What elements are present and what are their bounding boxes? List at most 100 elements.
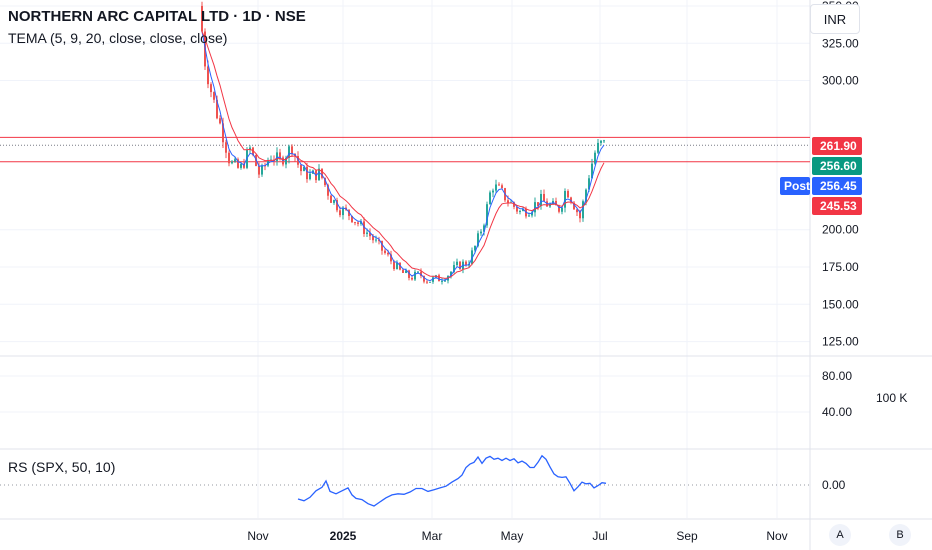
currency-button[interactable]: INR (810, 4, 860, 34)
price-tag-prefix: Post (784, 179, 810, 193)
candle-body (258, 165, 260, 175)
price-lines (0, 136, 810, 163)
candle-body (306, 166, 308, 180)
candle-body (219, 118, 221, 124)
candle-body (207, 66, 209, 85)
candle-body (234, 159, 236, 162)
price-tag-value: 256.60 (820, 159, 857, 173)
price-tag-bg (812, 197, 862, 215)
candle-body (411, 277, 413, 280)
candle-body (285, 157, 287, 165)
candle-body (441, 280, 443, 282)
candle-body (309, 173, 311, 180)
candle-body (327, 185, 329, 196)
time-tick-label: Mar (422, 529, 443, 543)
candle-body (582, 201, 584, 219)
candle-body (330, 195, 332, 203)
price-tag-value: 256.45 (820, 179, 857, 193)
candle-body (210, 84, 212, 93)
candle-body (564, 190, 566, 208)
candle-body (300, 164, 302, 172)
candle-body (489, 192, 491, 205)
price-tick-label: 125.00 (822, 335, 859, 349)
candle-body (480, 231, 482, 234)
candle-body (600, 140, 602, 143)
candle-body (216, 99, 218, 119)
candle-body (381, 240, 383, 251)
candle-body (528, 215, 530, 217)
candle-body (243, 164, 245, 168)
auto-scale-button[interactable]: A (829, 524, 851, 546)
candle-body (522, 208, 524, 211)
time-tick-label: May (501, 529, 524, 543)
candle-body (483, 225, 485, 232)
price-tags: 261.90 256.60 Post 256.45 245.53 (780, 137, 862, 215)
candle-body (576, 209, 578, 213)
candle-body (414, 271, 416, 280)
candles (201, 1, 605, 285)
candle-body (495, 184, 497, 191)
candle-body (252, 147, 254, 155)
price-tag-prefix-bg (780, 177, 810, 195)
tema-lines (201, 31, 605, 282)
candle-body (249, 147, 251, 150)
time-tick-label: 2025 (330, 529, 357, 543)
candle-body (498, 184, 500, 186)
volume-tick-label: 40.00 (822, 405, 852, 419)
price-tick-label: 325.00 (822, 36, 859, 50)
candle-body (375, 239, 377, 241)
candle-body (378, 239, 380, 241)
candle-body (438, 275, 440, 282)
candle-body (597, 142, 599, 153)
candle-body (201, 5, 203, 32)
candle-body (225, 142, 227, 153)
candle-body (459, 261, 461, 270)
chart-title: NORTHERN ARC CAPITAL LTD · 1D · NSE (8, 8, 306, 25)
candle-body (594, 152, 596, 164)
candle-body (261, 165, 263, 175)
candle-body (540, 193, 542, 207)
study-tema-label[interactable]: TEMA (5, 9, 20, close, close, close) (8, 30, 228, 46)
candle-body (453, 265, 455, 272)
candle-body (321, 168, 323, 178)
candle-body (591, 163, 593, 179)
candle-body (369, 232, 371, 237)
candle-body (429, 281, 431, 283)
price-axis[interactable]: 350.00325.00300.00200.00175.00150.00125.… (822, 0, 907, 492)
candle-body (303, 166, 305, 172)
study-rs-label[interactable]: RS (SPX, 50, 10) (8, 459, 116, 475)
candle-body (450, 271, 452, 277)
tema-fast-line (201, 31, 605, 282)
candle-body (579, 212, 581, 219)
volume-scale-label: 100 K (876, 391, 907, 405)
candle-body (372, 236, 374, 241)
candle-body (426, 281, 428, 283)
log-scale-button[interactable]: B (889, 524, 911, 546)
price-tick-label: 200.00 (822, 223, 859, 237)
candle-body (231, 161, 233, 164)
rs-line (297, 454, 607, 507)
candle-body (336, 200, 338, 211)
candle-body (486, 204, 488, 226)
time-tick-label: Nov (766, 529, 787, 543)
candle-body (456, 261, 458, 266)
candle-body (588, 178, 590, 190)
tema-slow-line (201, 31, 605, 279)
candle-body (555, 200, 557, 206)
candle-body (543, 193, 545, 202)
candle-body (222, 123, 224, 143)
price-tag-bg (812, 137, 862, 155)
candle-body (516, 206, 518, 212)
candle-body (405, 270, 407, 273)
candle-body (585, 189, 587, 202)
price-tick-label: 300.00 (822, 74, 859, 88)
price-tag-value: 261.90 (820, 139, 857, 153)
candle-body (339, 210, 341, 216)
candle-body (492, 190, 494, 193)
candle-body (297, 156, 299, 165)
candle-body (408, 270, 410, 278)
candle-body (519, 210, 521, 212)
time-axis[interactable]: Nov 2025 Mar May Jul Sep Nov (247, 529, 787, 543)
